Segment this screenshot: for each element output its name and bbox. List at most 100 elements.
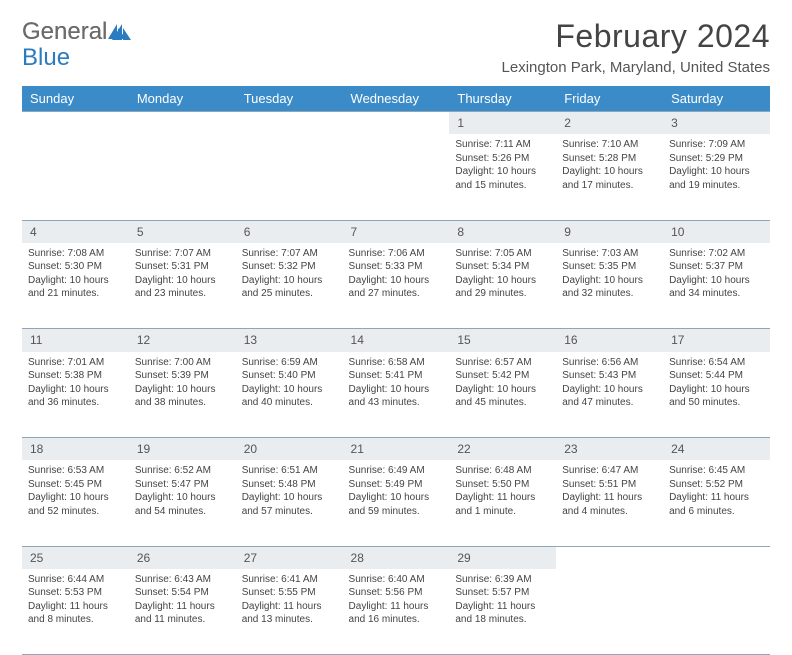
daylight-line: Daylight: 11 hours and 13 minutes. [242, 600, 337, 627]
sunset-line: Sunset: 5:51 PM [562, 478, 657, 492]
sunrise-line: Sunrise: 6:54 AM [669, 356, 764, 370]
day-number-cell: 21 [343, 438, 450, 461]
daylight-line: Daylight: 11 hours and 1 minute. [455, 491, 550, 518]
day-detail-cell: Sunrise: 7:01 AMSunset: 5:38 PMDaylight:… [22, 352, 129, 438]
daylight-line: Daylight: 11 hours and 16 minutes. [349, 600, 444, 627]
day-detail-cell: Sunrise: 6:53 AMSunset: 5:45 PMDaylight:… [22, 460, 129, 546]
day-detail-cell [236, 134, 343, 220]
daylight-line: Daylight: 10 hours and 52 minutes. [28, 491, 123, 518]
sunset-line: Sunset: 5:28 PM [562, 152, 657, 166]
sunrise-line: Sunrise: 6:48 AM [455, 464, 550, 478]
daylight-line: Daylight: 11 hours and 11 minutes. [135, 600, 230, 627]
sunset-line: Sunset: 5:38 PM [28, 369, 123, 383]
sunrise-line: Sunrise: 6:44 AM [28, 573, 123, 587]
daylight-line: Daylight: 10 hours and 54 minutes. [135, 491, 230, 518]
day-number-cell: 18 [22, 438, 129, 461]
daylight-line: Daylight: 10 hours and 45 minutes. [455, 383, 550, 410]
day-detail-cell: Sunrise: 7:10 AMSunset: 5:28 PMDaylight:… [556, 134, 663, 220]
sunrise-line: Sunrise: 6:39 AM [455, 573, 550, 587]
day-number-cell: 20 [236, 438, 343, 461]
sunrise-line: Sunrise: 7:05 AM [455, 247, 550, 261]
sunset-line: Sunset: 5:44 PM [669, 369, 764, 383]
day-number-cell: 4 [22, 220, 129, 243]
sunrise-line: Sunrise: 7:10 AM [562, 138, 657, 152]
sunset-line: Sunset: 5:57 PM [455, 586, 550, 600]
day-number-cell: 8 [449, 220, 556, 243]
day-detail-cell: Sunrise: 6:52 AMSunset: 5:47 PMDaylight:… [129, 460, 236, 546]
brand-text-2: Blue [22, 44, 70, 72]
sunset-line: Sunset: 5:40 PM [242, 369, 337, 383]
sunrise-line: Sunrise: 6:45 AM [669, 464, 764, 478]
weekday-header: Saturday [663, 86, 770, 112]
day-detail-cell: Sunrise: 6:48 AMSunset: 5:50 PMDaylight:… [449, 460, 556, 546]
sunset-line: Sunset: 5:39 PM [135, 369, 230, 383]
day-detail-cell: Sunrise: 7:02 AMSunset: 5:37 PMDaylight:… [663, 243, 770, 329]
title-block: February 2024 Lexington Park, Maryland, … [502, 18, 770, 76]
day-detail-cell: Sunrise: 7:09 AMSunset: 5:29 PMDaylight:… [663, 134, 770, 220]
day-detail-row: Sunrise: 7:08 AMSunset: 5:30 PMDaylight:… [22, 243, 770, 329]
sunset-line: Sunset: 5:35 PM [562, 260, 657, 274]
sunset-line: Sunset: 5:42 PM [455, 369, 550, 383]
weekday-header: Thursday [449, 86, 556, 112]
day-number-cell: 6 [236, 220, 343, 243]
day-detail-cell: Sunrise: 6:57 AMSunset: 5:42 PMDaylight:… [449, 352, 556, 438]
daylight-line: Daylight: 10 hours and 59 minutes. [349, 491, 444, 518]
daylight-line: Daylight: 11 hours and 18 minutes. [455, 600, 550, 627]
daylight-line: Daylight: 10 hours and 36 minutes. [28, 383, 123, 410]
day-number-cell: 27 [236, 546, 343, 569]
day-detail-cell: Sunrise: 7:07 AMSunset: 5:32 PMDaylight:… [236, 243, 343, 329]
sunset-line: Sunset: 5:48 PM [242, 478, 337, 492]
daylight-line: Daylight: 10 hours and 23 minutes. [135, 274, 230, 301]
sunset-line: Sunset: 5:54 PM [135, 586, 230, 600]
day-number-cell: 2 [556, 112, 663, 135]
daylight-line: Daylight: 10 hours and 50 minutes. [669, 383, 764, 410]
sunset-line: Sunset: 5:30 PM [28, 260, 123, 274]
day-number-cell [343, 112, 450, 135]
daylight-line: Daylight: 10 hours and 17 minutes. [562, 165, 657, 192]
calendar-body: 123 Sunrise: 7:11 AMSunset: 5:26 PMDayli… [22, 112, 770, 655]
day-detail-cell: Sunrise: 6:45 AMSunset: 5:52 PMDaylight:… [663, 460, 770, 546]
day-detail-row: Sunrise: 6:53 AMSunset: 5:45 PMDaylight:… [22, 460, 770, 546]
daylight-line: Daylight: 10 hours and 47 minutes. [562, 383, 657, 410]
sunset-line: Sunset: 5:29 PM [669, 152, 764, 166]
sunrise-line: Sunrise: 7:07 AM [135, 247, 230, 261]
day-detail-cell: Sunrise: 7:08 AMSunset: 5:30 PMDaylight:… [22, 243, 129, 329]
day-number-cell: 11 [22, 329, 129, 352]
sunrise-line: Sunrise: 6:47 AM [562, 464, 657, 478]
sunset-line: Sunset: 5:26 PM [455, 152, 550, 166]
calendar-table: SundayMondayTuesdayWednesdayThursdayFrid… [22, 86, 770, 655]
day-number-cell: 15 [449, 329, 556, 352]
day-number-cell: 19 [129, 438, 236, 461]
day-number-cell: 14 [343, 329, 450, 352]
sunset-line: Sunset: 5:47 PM [135, 478, 230, 492]
day-detail-cell: Sunrise: 6:58 AMSunset: 5:41 PMDaylight:… [343, 352, 450, 438]
day-detail-cell: Sunrise: 7:00 AMSunset: 5:39 PMDaylight:… [129, 352, 236, 438]
sunrise-line: Sunrise: 6:51 AM [242, 464, 337, 478]
sunrise-line: Sunrise: 6:41 AM [242, 573, 337, 587]
sunrise-line: Sunrise: 7:11 AM [455, 138, 550, 152]
daylight-line: Daylight: 10 hours and 21 minutes. [28, 274, 123, 301]
page-header: General General Blue February 2024 Lexin… [22, 18, 770, 76]
day-number-cell: 9 [556, 220, 663, 243]
weekday-header-row: SundayMondayTuesdayWednesdayThursdayFrid… [22, 86, 770, 112]
day-number-cell: 25 [22, 546, 129, 569]
sunrise-line: Sunrise: 6:59 AM [242, 356, 337, 370]
sunset-line: Sunset: 5:53 PM [28, 586, 123, 600]
daylight-line: Daylight: 10 hours and 57 minutes. [242, 491, 337, 518]
day-detail-cell: Sunrise: 7:03 AMSunset: 5:35 PMDaylight:… [556, 243, 663, 329]
day-number-cell [236, 112, 343, 135]
day-number-row: 2526272829 [22, 546, 770, 569]
weekday-header: Tuesday [236, 86, 343, 112]
location-text: Lexington Park, Maryland, United States [502, 59, 770, 76]
day-detail-cell: Sunrise: 7:07 AMSunset: 5:31 PMDaylight:… [129, 243, 236, 329]
day-detail-cell [343, 134, 450, 220]
weekday-header: Friday [556, 86, 663, 112]
day-number-cell: 17 [663, 329, 770, 352]
sunrise-line: Sunrise: 6:40 AM [349, 573, 444, 587]
sunrise-line: Sunrise: 7:08 AM [28, 247, 123, 261]
sunrise-line: Sunrise: 7:09 AM [669, 138, 764, 152]
day-detail-cell [129, 134, 236, 220]
day-detail-cell: Sunrise: 6:59 AMSunset: 5:40 PMDaylight:… [236, 352, 343, 438]
sunrise-line: Sunrise: 7:01 AM [28, 356, 123, 370]
day-number-cell: 26 [129, 546, 236, 569]
